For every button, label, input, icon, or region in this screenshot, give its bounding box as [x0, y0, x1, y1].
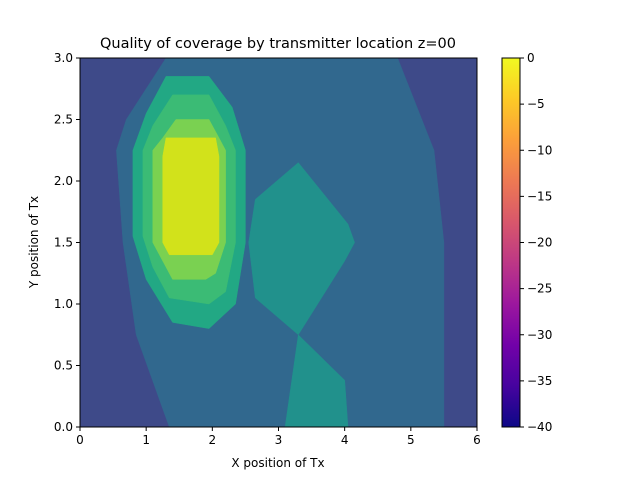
contour-region [248, 162, 355, 336]
y-tick-label: 2.0 [54, 174, 73, 188]
x-tick-label: 6 [473, 433, 481, 447]
y-axis-label: Y position of Tx [27, 196, 41, 289]
colorbar-tick-label: −5 [527, 97, 545, 111]
x-tick-label: 5 [407, 433, 415, 447]
contour-regions [80, 58, 477, 427]
x-tick-label: 3 [275, 433, 283, 447]
y-tick-label: 3.0 [54, 51, 73, 65]
y-tick-label: 1.5 [54, 236, 73, 250]
y-axis-ticks: 0.0 0.5 1.0 1.5 2.0 2.5 3.0 [54, 51, 80, 434]
y-tick-label: 2.5 [54, 113, 73, 127]
chart-title: Quality of coverage by transmitter locat… [100, 36, 456, 52]
colorbar-ticks: 0 −5 −10 −15 −20 −25 −30 −35 −40 [520, 51, 552, 434]
colorbar-tick-label: −30 [527, 328, 552, 342]
colorbar-tick-label: −25 [527, 282, 552, 296]
colorbar-tick-label: −35 [527, 374, 552, 388]
x-axis-label: X position of Tx [231, 456, 324, 470]
x-tick-label: 0 [76, 433, 84, 447]
colorbar-tick-label: −10 [527, 143, 552, 157]
contour-region [284, 334, 349, 427]
colorbar-tick-label: −40 [527, 420, 552, 434]
colorbar-tick-label: −15 [527, 189, 552, 203]
x-tick-label: 2 [209, 433, 217, 447]
x-tick-label: 1 [142, 433, 150, 447]
colorbar [501, 57, 521, 428]
contour-region [162, 137, 220, 256]
x-axis-ticks: 0 1 2 3 4 5 6 [76, 427, 481, 447]
x-tick-label: 4 [341, 433, 349, 447]
y-tick-label: 0.5 [54, 359, 73, 373]
y-tick-label: 1.0 [54, 297, 73, 311]
y-tick-label: 0.0 [54, 420, 73, 434]
colorbar-tick-label: −20 [527, 236, 552, 250]
colorbar-tick-label: 0 [527, 51, 535, 65]
